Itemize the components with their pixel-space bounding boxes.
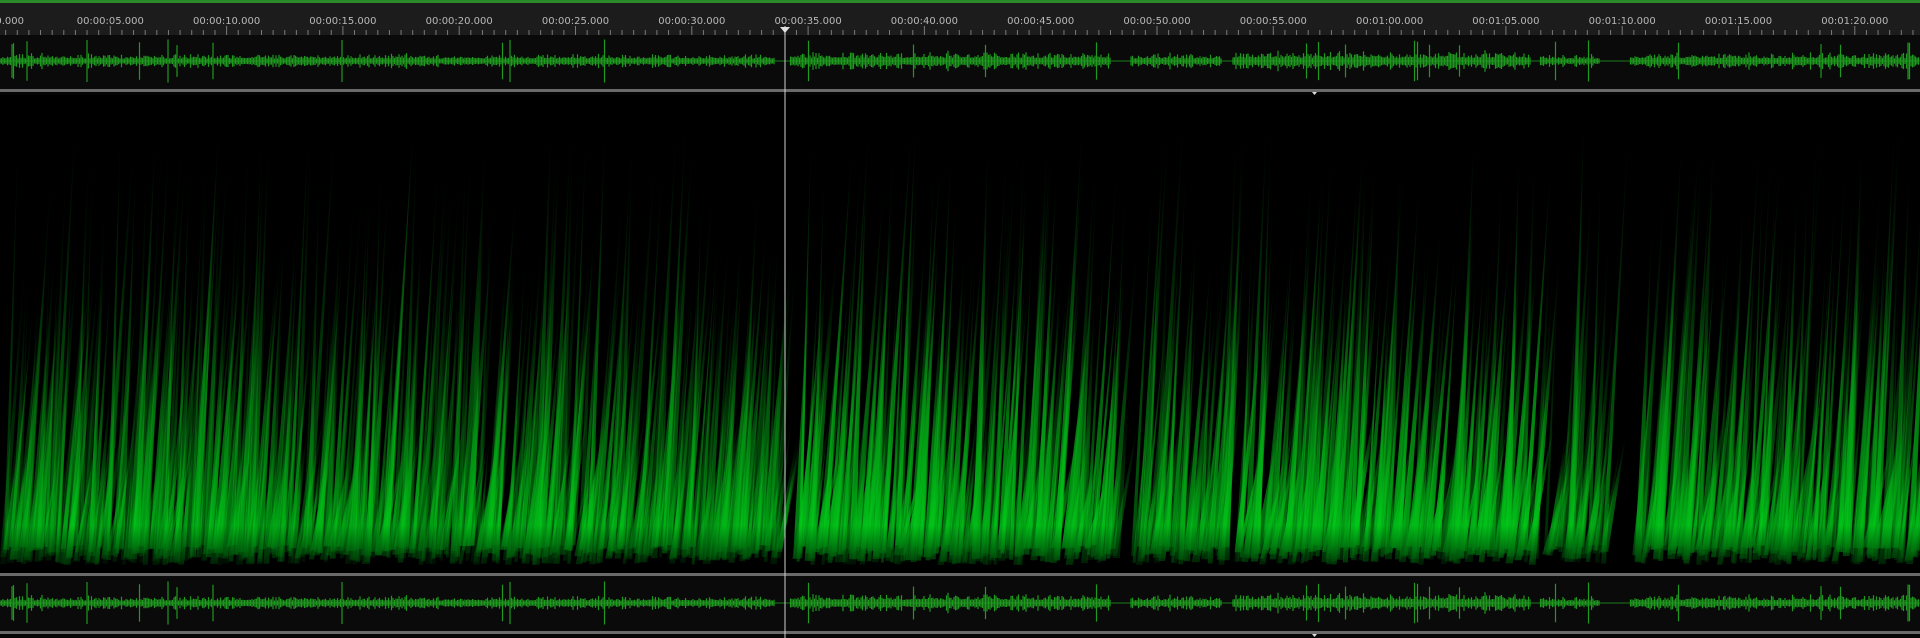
waveform-bottom — [0, 581, 1920, 625]
ruler-label: 00:00:30.000 — [658, 16, 725, 27]
waveform-top — [0, 39, 1920, 83]
ruler-label: 00:00:50.000 — [1123, 16, 1190, 27]
spectrogram-fade — [0, 95, 1920, 573]
ruler-label: 00:01:20.000 — [1821, 16, 1888, 27]
separator — [0, 631, 1920, 634]
ruler-label: 00:01:00.000 — [1356, 16, 1423, 27]
waveform — [0, 581, 1920, 625]
ruler-label: 00:00:20.000 — [426, 16, 493, 27]
ruler-label: 00:00:45.000 — [1007, 16, 1074, 27]
separator — [0, 573, 1920, 576]
separator — [0, 89, 1920, 92]
ruler-label: 00:00:05.000 — [77, 16, 144, 27]
ruler-label: 00:00:35.000 — [775, 16, 842, 27]
ruler-label: 0.000 — [0, 16, 24, 27]
ruler-label: 00:00:15.000 — [309, 16, 376, 27]
playhead-marker[interactable] — [780, 27, 790, 33]
ruler-label: 00:00:40.000 — [891, 16, 958, 27]
ruler-ticks: 0.000 00:00:05.000 00:00:10.000 00:00:15.00… — [0, 16, 1914, 35]
waveform — [0, 39, 1920, 83]
ruler-label: 00:00:25.000 — [542, 16, 609, 27]
ruler-label: 00:01:10.000 — [1589, 16, 1656, 27]
ruler-label: 00:00:10.000 — [193, 16, 260, 27]
top-bar — [0, 0, 1920, 3]
handle[interactable] — [1312, 634, 1317, 637]
handle[interactable] — [1312, 92, 1317, 95]
ruler[interactable] — [0, 3, 1920, 35]
ruler-label: 00:00:55.000 — [1240, 16, 1307, 27]
ruler-label: 00:01:05.000 — [1472, 16, 1539, 27]
ruler-label: 00:01:15.000 — [1705, 16, 1772, 27]
